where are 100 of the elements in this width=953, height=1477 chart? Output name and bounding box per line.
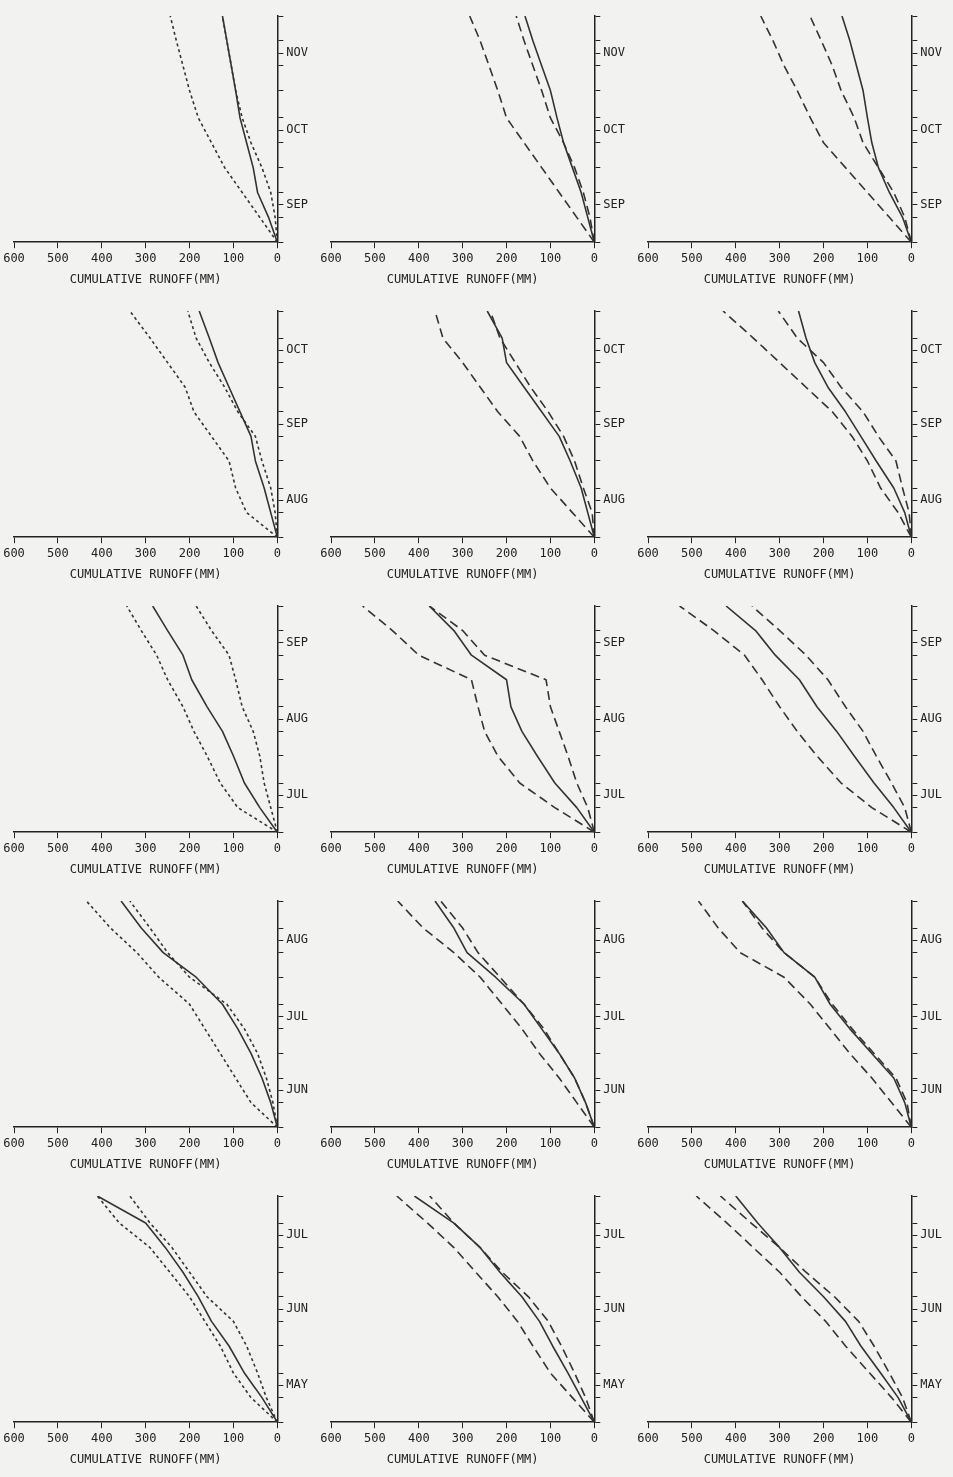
x-tick-label: 200	[178, 1135, 201, 1150]
y-tick-label: AUG	[286, 711, 309, 726]
y-tick-label: SEP	[286, 197, 309, 212]
x-tick-label: 300	[451, 545, 474, 560]
x-tick-label: 600	[637, 1430, 659, 1445]
x-tick-label: 600	[3, 1430, 25, 1445]
y-tick-label: JUN	[920, 1301, 943, 1316]
y-tick-label: SEP	[286, 635, 309, 650]
x-tick-label: 0	[273, 250, 281, 265]
x-tick-label: 400	[407, 250, 430, 265]
x-tick-label: 600	[320, 1430, 342, 1445]
y-tick-label: JUN	[603, 1301, 626, 1316]
x-tick-label: 500	[47, 1430, 69, 1445]
x-tick-label: 400	[407, 1430, 430, 1445]
x-tick-label: 400	[90, 250, 113, 265]
x-tick-label: 300	[134, 840, 157, 855]
x-axis-title: CUMULATIVE RUNOFF(MM)	[703, 271, 856, 286]
x-tick-label: 300	[768, 840, 791, 855]
x-tick-label: 400	[407, 1135, 430, 1150]
x-tick-label: 200	[495, 1430, 518, 1445]
x-tick-label: 500	[681, 545, 703, 560]
x-tick-label: 600	[3, 250, 25, 265]
y-tick-label: JUL	[920, 787, 943, 802]
x-tick-label: 100	[856, 840, 879, 855]
x-tick-label: 600	[637, 250, 659, 265]
x-axis-title: CUMULATIVE RUNOFF(MM)	[703, 861, 856, 876]
x-tick-label: 500	[47, 1135, 69, 1150]
x-tick-label: 500	[681, 1430, 703, 1445]
x-tick-label: 200	[812, 840, 835, 855]
x-tick-label: 0	[273, 545, 281, 560]
x-tick-label: 0	[273, 1430, 281, 1445]
x-tick-label: 300	[451, 250, 474, 265]
y-tick-label: AUG	[920, 932, 943, 947]
y-tick-label: SEP	[920, 197, 943, 212]
x-tick-label: 0	[907, 1430, 915, 1445]
x-tick-label: 300	[134, 545, 157, 560]
y-tick-label: MAY	[603, 1377, 626, 1392]
y-tick-label: OCT	[286, 122, 309, 137]
y-tick-label: AUG	[920, 711, 943, 726]
y-tick-label: AUG	[603, 932, 626, 947]
y-tick-label: AUG	[603, 492, 626, 507]
x-tick-label: 300	[134, 250, 157, 265]
x-tick-label: 400	[724, 545, 747, 560]
x-tick-label: 200	[178, 1430, 201, 1445]
x-tick-label: 200	[178, 840, 201, 855]
x-tick-label: 300	[451, 1135, 474, 1150]
y-tick-label: NOV	[603, 45, 626, 60]
x-tick-label: 200	[812, 545, 835, 560]
x-tick-label: 200	[812, 250, 835, 265]
x-axis-title: CUMULATIVE RUNOFF(MM)	[69, 1451, 222, 1466]
y-tick-label: JUN	[286, 1301, 309, 1316]
y-tick-label: MAY	[286, 1377, 309, 1392]
x-tick-label: 300	[768, 1430, 791, 1445]
x-tick-label: 500	[47, 840, 69, 855]
x-axis-title: CUMULATIVE RUNOFF(MM)	[386, 861, 539, 876]
y-tick-label: NOV	[920, 45, 943, 60]
y-tick-label: SEP	[603, 416, 626, 431]
x-tick-label: 100	[539, 1430, 562, 1445]
y-tick-label: SEP	[603, 197, 626, 212]
y-tick-label: AUG	[286, 492, 309, 507]
x-tick-label: 100	[222, 840, 245, 855]
y-tick-label: AUG	[603, 711, 626, 726]
y-tick-label: SEP	[603, 635, 626, 650]
x-tick-label: 600	[320, 1135, 342, 1150]
x-tick-label: 600	[3, 545, 25, 560]
x-tick-label: 0	[590, 1135, 598, 1150]
x-tick-label: 0	[590, 1430, 598, 1445]
x-tick-label: 200	[495, 250, 518, 265]
x-tick-label: 100	[222, 545, 245, 560]
x-tick-label: 600	[320, 840, 342, 855]
y-tick-label: JUL	[920, 1008, 943, 1023]
x-tick-label: 0	[907, 545, 915, 560]
x-tick-label: 200	[495, 840, 518, 855]
x-tick-label: 0	[590, 840, 598, 855]
x-tick-label: 500	[364, 1135, 386, 1150]
x-tick-label: 500	[364, 250, 386, 265]
x-tick-label: 300	[768, 545, 791, 560]
y-tick-label: JUL	[920, 1227, 943, 1242]
x-tick-label: 600	[320, 250, 342, 265]
x-tick-label: 400	[90, 1430, 113, 1445]
x-tick-label: 100	[856, 250, 879, 265]
x-tick-label: 100	[222, 1135, 245, 1150]
y-tick-label: AUG	[920, 492, 943, 507]
x-tick-label: 200	[812, 1430, 835, 1445]
x-tick-label: 500	[364, 840, 386, 855]
x-tick-label: 0	[273, 1135, 281, 1150]
y-tick-label: JUL	[286, 1227, 309, 1242]
x-tick-label: 100	[222, 1430, 245, 1445]
x-tick-label: 0	[590, 545, 598, 560]
x-tick-label: 200	[178, 250, 201, 265]
x-tick-label: 0	[907, 1135, 915, 1150]
x-axis-title: CUMULATIVE RUNOFF(MM)	[69, 271, 222, 286]
x-tick-label: 600	[3, 1135, 25, 1150]
x-tick-label: 300	[768, 1135, 791, 1150]
x-tick-label: 0	[273, 840, 281, 855]
x-tick-label: 100	[539, 840, 562, 855]
x-tick-label: 200	[812, 1135, 835, 1150]
x-tick-label: 0	[907, 840, 915, 855]
x-axis-title: CUMULATIVE RUNOFF(MM)	[69, 566, 222, 581]
y-tick-label: JUL	[286, 787, 309, 802]
